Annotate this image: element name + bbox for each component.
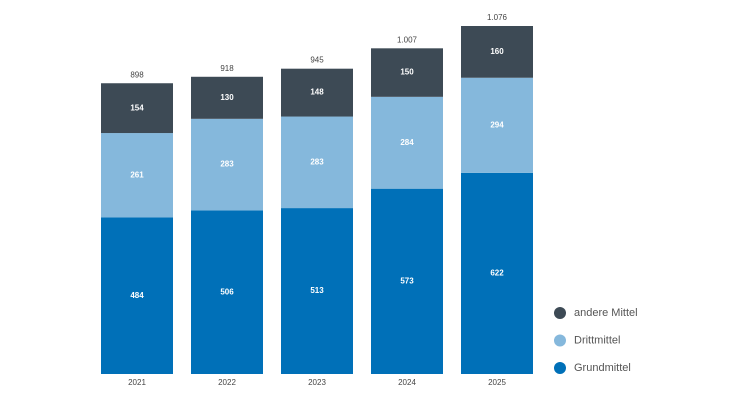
bar-segment: [371, 48, 443, 97]
bar-segment: [461, 26, 533, 78]
bar-segment: [281, 208, 353, 374]
bar-segment: [281, 116, 353, 209]
x-tick-label: 2023: [308, 378, 326, 387]
bar-segment: [191, 210, 263, 374]
segment-label: 284: [400, 138, 414, 147]
segment-label: 148: [310, 88, 324, 97]
segment-label: 573: [400, 276, 414, 285]
legend-marker: [554, 334, 566, 347]
bar-segment: [461, 77, 533, 173]
segment-label: 261: [130, 170, 144, 179]
segment-label: 130: [220, 93, 234, 102]
bar-segment: [101, 217, 173, 374]
bar-segment: [281, 68, 353, 117]
segment-label: 622: [490, 269, 504, 278]
segment-label: 160: [490, 47, 504, 56]
legend-label: Grundmittel: [574, 362, 631, 374]
x-tick-label: 2024: [398, 378, 416, 387]
segment-label: 154: [130, 103, 144, 112]
bar-segment: [191, 118, 263, 211]
segment-label: 484: [130, 291, 144, 300]
segment-label: 506: [220, 287, 234, 296]
total-label: 898: [130, 71, 144, 80]
bar-segment: [101, 133, 173, 218]
total-label: 945: [310, 55, 324, 64]
total-label: 1.076: [487, 13, 508, 22]
bar-segment: [371, 188, 443, 374]
x-tick-label: 2021: [128, 378, 146, 387]
bar-segment: [461, 172, 533, 374]
segment-label: 150: [400, 68, 414, 77]
legend-label: andere Mittel: [574, 307, 638, 319]
segment-label: 283: [220, 160, 234, 169]
x-tick-label: 2025: [488, 378, 506, 387]
segment-label: 283: [310, 157, 324, 166]
total-label: 918: [220, 64, 234, 73]
bar-segment: [101, 83, 173, 134]
x-tick-label: 2022: [218, 378, 236, 387]
bar-segment: [371, 96, 443, 189]
legend-label: Drittmittel: [574, 334, 620, 346]
segment-label: 513: [310, 286, 324, 295]
legend-marker: [554, 307, 566, 319]
legend-marker: [554, 362, 566, 374]
segment-label: 294: [490, 120, 504, 129]
total-label: 1.007: [397, 35, 418, 44]
bar-segment: [191, 76, 263, 119]
